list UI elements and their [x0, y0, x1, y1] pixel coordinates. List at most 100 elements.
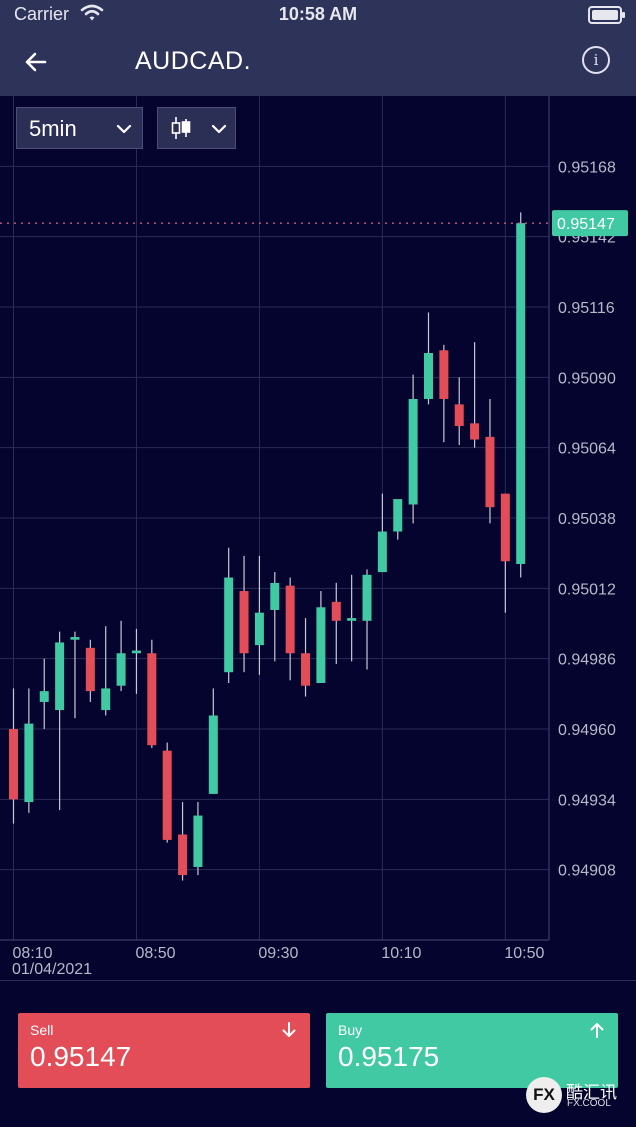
- chart-type-select[interactable]: [157, 107, 236, 149]
- watermark-en: FX.COOL: [567, 1098, 611, 1109]
- candle: [454, 377, 464, 445]
- candle: [162, 742, 172, 843]
- candle-body: [101, 688, 111, 711]
- candle-body: [423, 352, 433, 399]
- candle-body: [316, 607, 326, 684]
- sell-price: 0.95147: [30, 1041, 132, 1072]
- candle-body: [470, 423, 480, 440]
- y-tick-label: 0.95064: [558, 441, 616, 458]
- candle: [301, 618, 311, 697]
- candle-body: [9, 729, 18, 800]
- status-time: 10:58 AM: [278, 4, 358, 24]
- candle-body: [393, 499, 403, 532]
- candle-body: [454, 404, 464, 427]
- candle: [377, 493, 387, 573]
- y-tick-label: 0.94986: [558, 652, 616, 669]
- chevron-down-icon: [116, 124, 132, 134]
- date-label: 01/04/2021: [12, 961, 92, 978]
- candle: [393, 499, 403, 540]
- candle: [423, 312, 433, 405]
- page-title: AUDCAD.: [135, 47, 252, 75]
- candle: [516, 212, 526, 578]
- y-tick-label: 0.94934: [558, 792, 616, 809]
- carrier-name: Carrier: [14, 4, 70, 24]
- candle-body: [408, 398, 418, 505]
- y-tick-label: 0.95090: [558, 370, 616, 387]
- candle-body: [500, 493, 510, 562]
- candle-body: [24, 723, 34, 803]
- candle-body: [208, 715, 218, 794]
- candle: [39, 658, 49, 729]
- y-tick-label: 0.95012: [558, 581, 616, 598]
- candle-body: [331, 601, 341, 621]
- candle: [101, 626, 111, 716]
- candle: [55, 631, 65, 811]
- watermark-logo: FX: [526, 1077, 562, 1113]
- candle: [485, 398, 495, 524]
- candle: [224, 547, 234, 684]
- candle-body: [193, 815, 203, 867]
- candle-body: [270, 582, 280, 610]
- arrow-up-icon: [590, 1023, 604, 1038]
- candle: [331, 582, 341, 665]
- current-price-line: 0.95147: [0, 210, 628, 237]
- buy-button[interactable]: Buy 0.95175: [326, 1013, 618, 1088]
- candle-body: [131, 650, 141, 654]
- timeframe-label: 5min: [29, 116, 77, 141]
- candle-body: [285, 585, 295, 654]
- candle-body: [516, 223, 526, 564]
- price-chart[interactable]: 0.951680.951420.951160.950900.950640.950…: [0, 96, 636, 980]
- sell-button[interactable]: Sell 0.95147: [18, 1013, 310, 1088]
- nav-bar: AUDCAD. i: [0, 28, 636, 96]
- sell-label: Sell: [30, 1022, 54, 1038]
- candle-body: [485, 436, 495, 508]
- candle-body: [55, 642, 65, 711]
- candle: [316, 591, 326, 684]
- info-circle-icon: i: [593, 51, 599, 69]
- status-bar: Carrier 10:58 AM: [0, 0, 636, 28]
- candlestick-icon: [171, 117, 191, 139]
- buy-label: Buy: [338, 1022, 363, 1038]
- candle-body: [239, 591, 249, 654]
- current-price-tag: [552, 210, 628, 237]
- current-price-label: 0.95147: [557, 216, 615, 233]
- x-axis: 08:10 08:50 09:30 10:10 10:50 01/04/2021: [0, 939, 549, 978]
- info-button[interactable]: i: [582, 46, 610, 74]
- candle: [408, 374, 418, 524]
- candle-body: [254, 612, 264, 646]
- timeframe-select[interactable]: 5min: [16, 107, 143, 149]
- candle: [347, 574, 357, 662]
- candle-body: [301, 653, 311, 686]
- candle-body: [377, 531, 387, 573]
- candle: [270, 572, 280, 662]
- back-button[interactable]: [18, 44, 54, 80]
- y-tick-label: 0.94908: [558, 863, 616, 880]
- candles: [9, 212, 526, 881]
- candle-body: [362, 574, 372, 621]
- candle: [362, 569, 372, 670]
- y-tick-label: 0.95116: [558, 300, 615, 317]
- candle: [9, 688, 18, 824]
- x-tick-label: 10:10: [381, 945, 421, 962]
- candle: [470, 342, 480, 448]
- y-axis: 0.951680.951420.951160.950900.950640.950…: [548, 96, 616, 940]
- candle-body: [162, 750, 172, 840]
- candle-body: [116, 653, 126, 686]
- candle-body: [439, 350, 449, 399]
- candle-body: [178, 834, 188, 876]
- candle-body: [347, 618, 357, 621]
- y-tick-label: 0.94960: [558, 722, 616, 739]
- candle: [285, 577, 295, 681]
- candle-body: [147, 653, 157, 746]
- candle: [193, 802, 203, 876]
- y-tick-label: 0.95038: [558, 511, 616, 528]
- wifi-icon: [80, 4, 104, 27]
- candle: [439, 344, 449, 443]
- candle: [178, 802, 188, 881]
- x-tick-label: 08:50: [135, 945, 175, 962]
- candle: [24, 688, 34, 813]
- buy-price: 0.95175: [338, 1041, 440, 1072]
- candle: [70, 631, 80, 719]
- candle: [131, 628, 141, 694]
- candle: [500, 493, 510, 613]
